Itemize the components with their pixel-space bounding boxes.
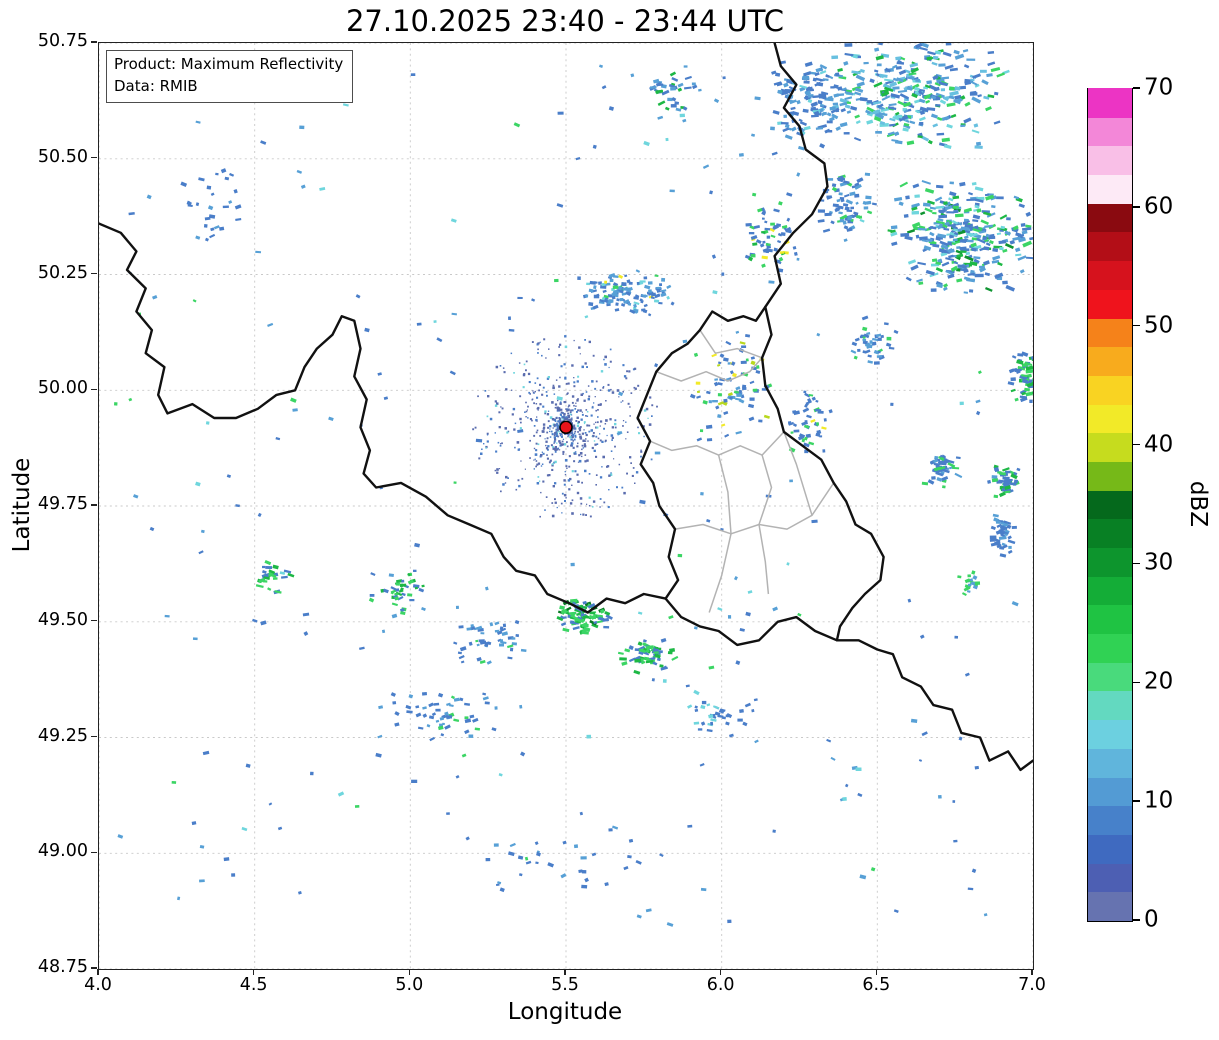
- colorbar-segment: [1088, 862, 1132, 893]
- colorbar-segment: [1088, 518, 1132, 549]
- x-tick-mark: [97, 969, 99, 975]
- y-tick-label: 49.25: [37, 725, 88, 746]
- y-tick-label: 50.75: [37, 31, 88, 51]
- y-tick-label: 49.00: [37, 841, 88, 862]
- x-tick-label: 5.5: [551, 975, 579, 995]
- map-plot: Product: Maximum Reflectivity Data: RMIB: [98, 42, 1034, 970]
- colorbar-segment: [1088, 547, 1132, 577]
- y-tick-label: 49.50: [37, 609, 88, 630]
- colorbar-segment: [1088, 834, 1132, 864]
- colorbar-tick-label: 40: [1144, 431, 1174, 458]
- colorbar-segment: [1088, 633, 1132, 663]
- colorbar-tick-label: 20: [1144, 668, 1174, 695]
- radar-echoes: [113, 43, 1033, 927]
- colorbar-tick-mark: [1133, 919, 1140, 921]
- colorbar-segment: [1088, 117, 1132, 147]
- y-tick-label: 49.75: [37, 494, 88, 514]
- data-source-line: Data: RMIB: [114, 76, 198, 95]
- colorbar-segment: [1088, 690, 1132, 721]
- map-svg: [99, 43, 1033, 969]
- figure-title: 27.10.2025 23:40 - 23:44 UTC: [345, 4, 785, 38]
- colorbar-segment: [1088, 662, 1132, 692]
- colorbar-segment: [1088, 891, 1132, 921]
- colorbar-segment: [1088, 375, 1132, 405]
- colorbar-segment: [1088, 289, 1132, 319]
- x-tick-label: 4.0: [84, 975, 112, 995]
- colorbar-tick-mark: [1133, 800, 1140, 802]
- colorbar-segment: [1088, 776, 1132, 807]
- colorbar-tick-label: 70: [1144, 74, 1174, 101]
- colorbar-tick-label: 50: [1144, 312, 1174, 339]
- colorbar-segment: [1088, 346, 1132, 376]
- y-tick-label: 50.50: [37, 146, 88, 167]
- colorbar-segment: [1088, 748, 1132, 778]
- y-tick-label: 50.25: [37, 262, 88, 283]
- colorbar-segment: [1088, 805, 1132, 835]
- colorbar-tick-mark: [1133, 325, 1140, 327]
- colorbar-tick-mark: [1133, 443, 1140, 446]
- x-tick-mark: [252, 969, 255, 975]
- colorbar-segment: [1088, 432, 1132, 462]
- y-tick-mark: [91, 967, 97, 969]
- colorbar-segment: [1088, 145, 1132, 176]
- national-borders: [99, 43, 1033, 772]
- product-annotation-box: Product: Maximum Reflectivity Data: RMIB: [106, 50, 354, 103]
- colorbar-segment: [1088, 174, 1132, 204]
- y-tick-mark: [91, 851, 97, 853]
- x-tick-mark: [564, 969, 566, 975]
- colorbar-segment: [1088, 461, 1132, 491]
- x-tick-mark: [875, 969, 878, 975]
- x-tick-label: 6.5: [862, 975, 891, 995]
- y-tick-mark: [91, 735, 97, 738]
- x-tick-label: 4.5: [239, 975, 268, 995]
- colorbar-tick-label: 10: [1144, 787, 1174, 814]
- y-tick-mark: [91, 41, 97, 43]
- colorbar-tick-mark: [1133, 87, 1140, 89]
- x-tick-mark: [408, 969, 411, 975]
- colorbar-tick-mark: [1133, 681, 1140, 683]
- colorbar-tick-label: 30: [1144, 549, 1174, 576]
- y-tick-mark: [91, 388, 97, 390]
- colorbar-segment: [1088, 260, 1132, 290]
- colorbar-segment: [1088, 403, 1132, 434]
- y-tick-label: 48.75: [37, 957, 88, 977]
- colorbar-tick-mark: [1133, 562, 1140, 565]
- radar-site-marker: [559, 420, 573, 435]
- colorbar-segment: [1088, 317, 1132, 348]
- colorbar: [1087, 88, 1133, 922]
- x-tick-label: 7.0: [1018, 975, 1046, 995]
- x-tick-label: 5.0: [395, 975, 424, 995]
- colorbar-segment: [1088, 489, 1132, 520]
- colorbar-segment: [1088, 88, 1132, 118]
- regional-borders: [649, 329, 835, 613]
- colorbar-label: dBZ: [1185, 480, 1211, 528]
- colorbar-segment: [1088, 719, 1132, 749]
- colorbar-segment: [1088, 231, 1132, 262]
- product-line: Product: Maximum Reflectivity: [114, 55, 344, 73]
- gridlines: [99, 43, 1033, 969]
- colorbar-tick-mark: [1133, 206, 1140, 208]
- colorbar-segment: [1088, 604, 1132, 635]
- y-tick-mark: [91, 157, 97, 159]
- colorbar-tick-label: 60: [1144, 193, 1174, 220]
- colorbar-tick-label: 0: [1144, 906, 1159, 933]
- x-tick-label: 6.0: [706, 975, 735, 995]
- x-axis-label: Longitude: [507, 999, 623, 1025]
- x-tick-mark: [719, 969, 722, 975]
- x-tick-mark: [1031, 969, 1033, 975]
- y-tick-mark: [91, 620, 97, 622]
- colorbar-segment: [1088, 576, 1132, 606]
- y-tick-mark: [91, 272, 97, 275]
- colorbar-segment: [1088, 203, 1132, 233]
- y-tick-mark: [91, 504, 97, 506]
- y-tick-label: 50.00: [37, 378, 88, 399]
